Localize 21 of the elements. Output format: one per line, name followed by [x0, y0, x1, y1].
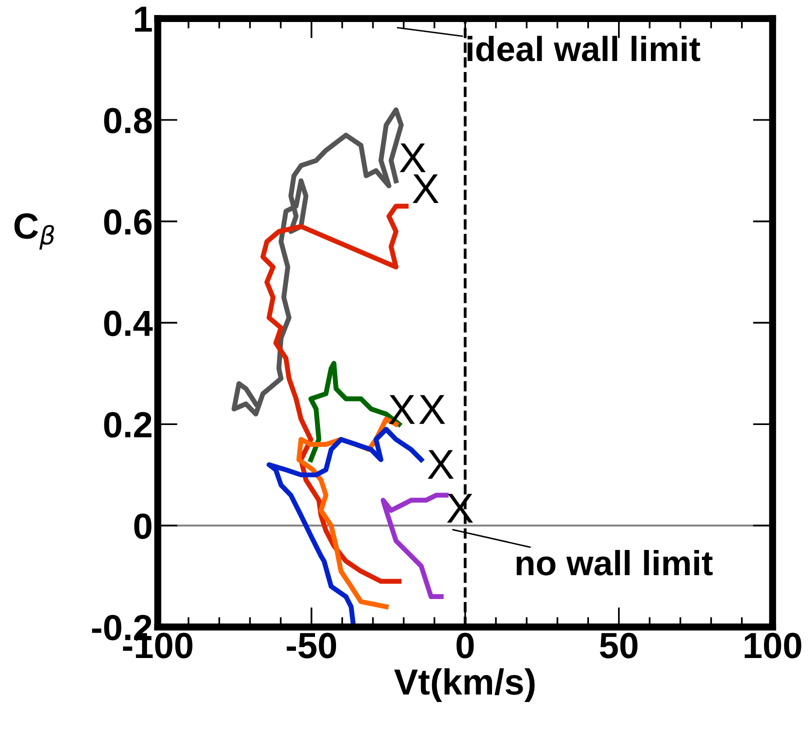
annotation: X	[428, 450, 454, 479]
y-tick-label: 0.6	[104, 209, 152, 235]
line-series	[380, 492, 449, 599]
annotation: X	[419, 395, 446, 424]
y-tick-label: 0.4	[104, 310, 153, 336]
y-tick-label: 0.8	[104, 108, 152, 134]
y-tick-label: 1	[135, 6, 152, 32]
annotation: X	[400, 143, 426, 172]
annotation: no wall limit	[516, 550, 713, 576]
y-tick-label: 0	[134, 513, 152, 540]
annotation: X	[388, 395, 415, 424]
y-axis-title: C$_{β}$	[14, 213, 54, 250]
x-tick-label: 100	[744, 632, 802, 658]
x-tick-label: -50	[286, 632, 336, 658]
x-tick-label: 50	[600, 632, 638, 658]
x-tick-label: 0	[456, 632, 474, 658]
y-tick-label: 0.2	[104, 412, 152, 438]
annotation: ideal wall limit	[468, 36, 700, 62]
line-series	[266, 426, 424, 624]
x-axis-title: Vt(km/s)	[394, 668, 535, 702]
annotation: X	[412, 174, 439, 204]
